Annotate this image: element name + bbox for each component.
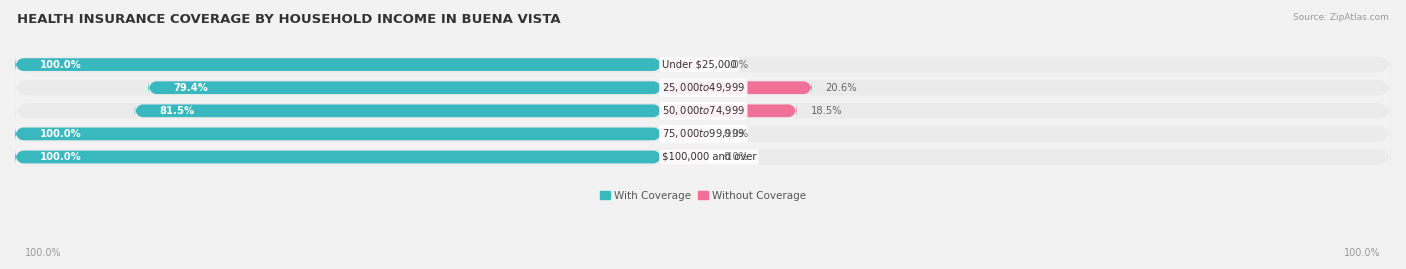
FancyBboxPatch shape	[662, 80, 811, 95]
FancyBboxPatch shape	[15, 57, 662, 72]
FancyBboxPatch shape	[662, 150, 710, 165]
Text: $50,000 to $74,999: $50,000 to $74,999	[662, 104, 745, 117]
FancyBboxPatch shape	[135, 103, 662, 118]
Text: 100.0%: 100.0%	[1344, 248, 1381, 258]
Text: HEALTH INSURANCE COVERAGE BY HOUSEHOLD INCOME IN BUENA VISTA: HEALTH INSURANCE COVERAGE BY HOUSEHOLD I…	[17, 13, 561, 26]
Text: 0.0%: 0.0%	[724, 60, 749, 70]
FancyBboxPatch shape	[15, 126, 662, 141]
Text: 0.0%: 0.0%	[724, 152, 749, 162]
FancyBboxPatch shape	[662, 57, 710, 72]
FancyBboxPatch shape	[15, 98, 1391, 124]
FancyBboxPatch shape	[148, 80, 662, 95]
Text: 100.0%: 100.0%	[25, 248, 62, 258]
FancyBboxPatch shape	[15, 150, 662, 165]
FancyBboxPatch shape	[15, 52, 1391, 78]
Text: 81.5%: 81.5%	[159, 106, 194, 116]
Text: $100,000 and over: $100,000 and over	[662, 152, 756, 162]
Text: 20.6%: 20.6%	[825, 83, 858, 93]
Text: 100.0%: 100.0%	[39, 152, 82, 162]
Text: 18.5%: 18.5%	[810, 106, 842, 116]
FancyBboxPatch shape	[15, 75, 1391, 101]
Text: 100.0%: 100.0%	[39, 60, 82, 70]
Text: Source: ZipAtlas.com: Source: ZipAtlas.com	[1294, 13, 1389, 22]
Text: 79.4%: 79.4%	[173, 83, 208, 93]
FancyBboxPatch shape	[662, 103, 797, 118]
Text: $25,000 to $49,999: $25,000 to $49,999	[662, 81, 745, 94]
FancyBboxPatch shape	[15, 121, 1391, 147]
FancyBboxPatch shape	[15, 144, 1391, 170]
Text: 0.0%: 0.0%	[724, 129, 749, 139]
Text: $75,000 to $99,999: $75,000 to $99,999	[662, 128, 745, 140]
Text: 100.0%: 100.0%	[39, 129, 82, 139]
Text: Under $25,000: Under $25,000	[662, 60, 737, 70]
FancyBboxPatch shape	[662, 126, 710, 141]
Legend: With Coverage, Without Coverage: With Coverage, Without Coverage	[596, 186, 810, 205]
